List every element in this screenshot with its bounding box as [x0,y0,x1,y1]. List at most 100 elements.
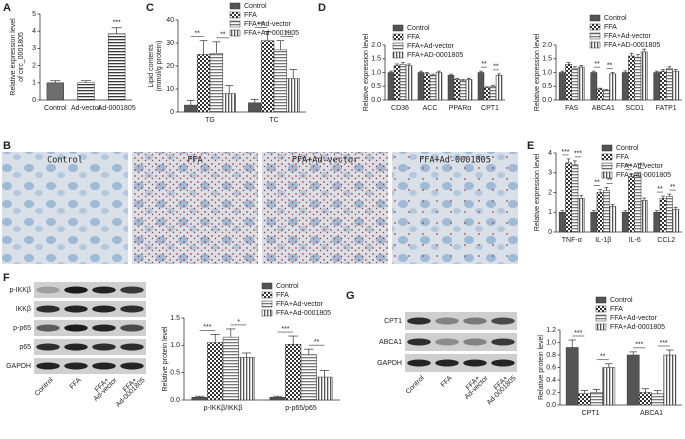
y-axis-label: Relative expression level [363,33,370,111]
legend-label: FFA+Ad-vector [604,33,652,40]
blot-row-label: IKKβ [16,306,31,313]
y-tick-label: 0.2 [546,389,556,396]
bar [663,354,677,406]
y-tick-label: 0.5 [542,83,552,90]
x-tick-label: CPT1 [582,410,600,417]
y-tick-label: 10 [166,86,174,93]
blot-row-label: p-IKKβ [9,287,31,294]
significance: ** [670,184,676,191]
y-tick-label: 0.0 [371,97,381,104]
bar [447,75,455,101]
blot-band [120,305,144,313]
significance: *** [637,163,645,170]
y-tick-label: 0.0 [170,397,180,404]
significance: * [237,319,240,326]
legend-label: FFA [276,292,289,299]
blot-row-label: GAPDH [6,363,31,370]
y-tick-label: 1.5 [170,315,180,322]
bar [590,212,598,233]
significance: ** [194,31,200,38]
lane-label: FFA [440,375,454,389]
significance: ** [220,32,226,39]
panel-letter: F [3,272,10,284]
bar [571,68,579,101]
legend-label: Control [616,145,639,152]
y-tick-label: 0.5 [170,370,180,377]
image-title: FFA [187,156,202,166]
blot-row-label: GAPDH [377,360,402,367]
x-tick-label: SCD1 [625,105,644,112]
panel-letter: D [318,2,326,14]
legend-swatch [229,11,241,19]
x-tick-label: CPT1 [481,105,499,112]
significance: * [285,31,288,38]
y-tick-label: 0 [32,97,36,104]
legend-swatch [595,314,607,322]
y-tick-label: 20 [166,63,174,70]
blot-band [407,359,431,367]
y-axis-label: Relative protein level [162,326,169,391]
y-axis-label: of circ_0001805 [18,32,25,82]
x-tick-label: ABCA1 [592,105,615,112]
blot-band [64,286,88,294]
bar [565,162,573,233]
blot-band [407,317,431,325]
legend-label: FFA [616,154,629,161]
lipid-stain [262,152,388,264]
panel-letter: G [346,290,355,302]
bar [435,72,443,101]
bar [672,209,680,233]
bar [316,376,333,401]
significance: *** [113,20,121,27]
y-axis-label: Relative expression level [534,33,541,111]
bar [248,102,262,113]
legend-swatch [589,32,601,40]
bar [459,80,467,101]
bar [477,72,485,101]
blot-band [407,338,431,346]
bar [196,54,211,113]
significance: ** [594,61,600,68]
legend-label: FFA [604,24,617,31]
bar [609,206,617,233]
bar [609,73,617,101]
legend-swatch [589,23,601,31]
significance: ** [314,339,320,346]
x-tick-label: p-IKKβ/IKKβ [204,405,243,412]
y-tick-label: 1.0 [170,342,180,349]
bar [273,49,288,113]
legend-swatch [392,42,404,50]
y-tick-label: 0.6 [546,364,556,371]
blot-band [64,362,88,370]
legend-label: FFA+Ad-vector [276,301,324,308]
micrograph [2,152,128,264]
bar [602,367,616,406]
y-tick-label: 0 [548,229,552,236]
panel-letter: E [527,140,534,152]
bar [260,40,275,113]
y-axis-label: Relative expression level [10,18,17,96]
bar [621,72,629,101]
bar [465,79,473,101]
legend-label: Control [610,297,633,304]
bar [577,198,585,233]
blot-band [463,317,487,325]
bar [640,51,648,101]
bar [495,75,503,101]
blot-row-label: ABCA1 [379,339,402,346]
blot-band [120,324,144,332]
panel-letter: A [3,2,11,14]
bar [639,392,652,406]
y-tick-label: 0.5 [371,83,381,90]
y-tick-label: 1 [32,80,36,87]
significance: *** [660,340,668,347]
blot-band [36,305,60,313]
bar [209,53,224,113]
blot-strip [34,320,146,336]
bar [393,65,401,101]
blot-row-label: p-p65 [13,325,31,332]
y-tick-label: 0.4 [546,377,556,384]
x-tick-label: PPARα [449,105,472,112]
blot-band [463,338,487,346]
bar [222,93,236,113]
